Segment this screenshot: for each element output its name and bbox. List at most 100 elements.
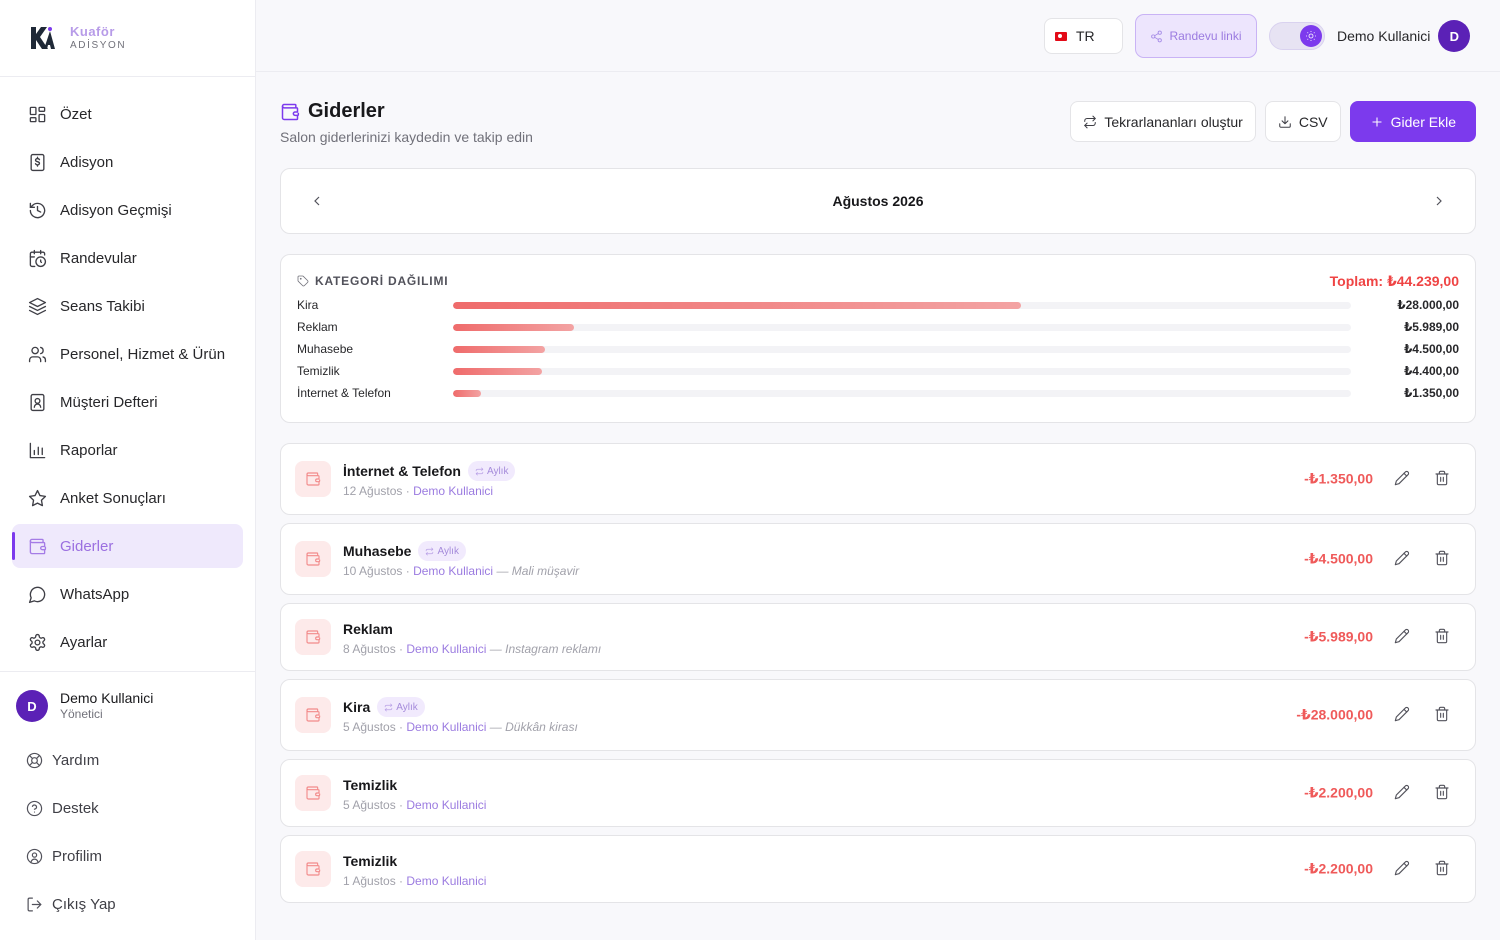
profile-label: Profilim bbox=[52, 847, 103, 865]
expense-category-icon bbox=[295, 461, 331, 497]
month-navigator: Ağustos 2026 bbox=[280, 168, 1476, 234]
sidebar-user[interactable]: D Demo Kullanici Yönetici bbox=[0, 672, 256, 722]
appointment-link-button[interactable]: Randevu linki bbox=[1135, 14, 1257, 58]
sidebar-item-label: Seans Takibi bbox=[60, 297, 145, 315]
grid-icon bbox=[29, 106, 46, 122]
pencil-icon bbox=[1394, 550, 1410, 566]
sidebar-item-randevular[interactable]: Randevular bbox=[12, 236, 243, 280]
category-amount: ₺4.400,00 bbox=[1403, 364, 1459, 378]
expense-category-icon bbox=[295, 619, 331, 655]
expense-item[interactable]: Kira Aylık 5 Ağustos · Demo Kullanici — Dü… bbox=[280, 679, 1476, 751]
recurring-badge-label: Aylık bbox=[486, 465, 509, 477]
sidebar: Kuaför ADİSYON Özet Adisyon Adisyon Geçm… bbox=[0, 0, 256, 940]
expense-note-prefix: — bbox=[489, 642, 506, 656]
sidebar-item-ayarlar[interactable]: Ayarlar bbox=[12, 620, 243, 664]
sidebar-item-musteri-defteri[interactable]: Müşteri Defteri bbox=[12, 380, 243, 424]
sidebar-item-label: Personel, Hizmet & Ürün bbox=[60, 345, 226, 363]
sidebar-item-whatsapp[interactable]: WhatsApp bbox=[12, 572, 243, 616]
add-expense-button[interactable]: Gider Ekle bbox=[1349, 101, 1476, 142]
expense-meta: 8 Ağustos · Demo Kullanici — Instagram r… bbox=[343, 642, 602, 656]
topbar-user-menu[interactable]: Demo Kullanici D bbox=[1337, 20, 1471, 52]
expense-item[interactable]: Muhasebe Aylık 10 Ağustos · Demo Kullanici… bbox=[280, 523, 1476, 595]
logo-subtitle: ADİSYON bbox=[70, 40, 127, 51]
edit-expense-button[interactable] bbox=[1394, 470, 1412, 488]
support-link[interactable]: Destek bbox=[0, 784, 256, 832]
repeat-icon bbox=[475, 467, 484, 475]
edit-expense-button[interactable] bbox=[1394, 784, 1412, 802]
expense-item[interactable]: Temizlik 1 Ağustos · Demo Kullanici -₺2.20… bbox=[280, 835, 1476, 903]
sidebar-item-seans-takibi[interactable]: Seans Takibi bbox=[12, 284, 243, 328]
expense-user: Demo Kullanici bbox=[406, 798, 487, 812]
share-icon bbox=[1151, 30, 1163, 42]
create-recurring-button[interactable]: Tekrarlananları oluştur bbox=[1070, 101, 1256, 142]
expense-date: 5 Ağustos bbox=[343, 798, 396, 812]
repeat-icon bbox=[384, 703, 393, 711]
expense-amount: -₺1.350,00 bbox=[1304, 470, 1373, 487]
delete-expense-button[interactable] bbox=[1434, 860, 1452, 878]
edit-expense-button[interactable] bbox=[1394, 706, 1412, 724]
recurring-badge: Aylık bbox=[418, 541, 466, 561]
theme-toggle[interactable] bbox=[1269, 22, 1325, 50]
sidebar-item-ozet[interactable]: Özet bbox=[12, 92, 243, 136]
expense-item[interactable]: Reklam 8 Ağustos · Demo Kullanici — Insta… bbox=[280, 603, 1476, 671]
sidebar-item-anket-sonuclari[interactable]: Anket Sonuçları bbox=[12, 476, 243, 520]
pencil-icon bbox=[1394, 860, 1410, 876]
sidebar-item-adisyon-gecmisi[interactable]: Adisyon Geçmişi bbox=[12, 188, 243, 232]
sidebar-item-label: Müşteri Defteri bbox=[60, 393, 158, 411]
expense-item[interactable]: İnternet & Telefon Aylık 12 Ağustos · Demo… bbox=[280, 443, 1476, 515]
category-name: İnternet & Telefon bbox=[297, 386, 391, 400]
sidebar-item-label: Ayarlar bbox=[60, 633, 108, 651]
expense-category-icon bbox=[295, 851, 331, 887]
sidebar-item-personel[interactable]: Personel, Hizmet & Ürün bbox=[12, 332, 243, 376]
delete-expense-button[interactable] bbox=[1434, 550, 1452, 568]
expense-category-icon bbox=[295, 697, 331, 733]
wallet-icon bbox=[306, 708, 321, 722]
history-icon bbox=[29, 202, 46, 218]
csv-export-button[interactable]: CSV bbox=[1264, 101, 1341, 142]
user-role: Yönetici bbox=[60, 707, 103, 721]
expense-date: 8 Ağustos bbox=[343, 642, 396, 656]
trash-icon bbox=[1435, 550, 1449, 566]
logout-link[interactable]: Çıkış Yap bbox=[0, 880, 256, 928]
sidebar-item-raporlar[interactable]: Raporlar bbox=[12, 428, 243, 472]
wallet-icon bbox=[306, 552, 321, 566]
category-amount: ₺5.989,00 bbox=[1403, 320, 1459, 334]
appointment-link-label: Randevu linki bbox=[1169, 29, 1242, 43]
delete-expense-button[interactable] bbox=[1434, 470, 1452, 488]
category-bar-fill bbox=[453, 323, 575, 331]
chevron-right-icon[interactable] bbox=[1431, 193, 1447, 209]
sidebar-item-giderler[interactable]: Giderler bbox=[12, 524, 243, 568]
category-name: Temizlik bbox=[297, 364, 340, 378]
expense-date: 1 Ağustos bbox=[343, 874, 396, 888]
delete-expense-button[interactable] bbox=[1434, 628, 1452, 646]
language-selector[interactable]: TR bbox=[1044, 18, 1123, 54]
logo[interactable]: Kuaför ADİSYON bbox=[0, 0, 255, 77]
topbar-user-name: Demo Kullanici bbox=[1337, 28, 1431, 44]
wallet-icon bbox=[281, 103, 300, 120]
delete-expense-button[interactable] bbox=[1434, 706, 1452, 724]
category-row: Reklam ₺5.989,00 bbox=[297, 316, 1459, 338]
sidebar-item-adisyon[interactable]: Adisyon bbox=[12, 140, 243, 184]
expense-date: 12 Ağustos bbox=[343, 484, 403, 498]
help-link[interactable]: Yardım bbox=[0, 736, 256, 784]
chevron-left-icon[interactable] bbox=[309, 193, 325, 209]
category-bar-fill bbox=[453, 367, 542, 375]
edit-expense-button[interactable] bbox=[1394, 860, 1412, 878]
category-bar-track bbox=[453, 389, 1351, 397]
edit-expense-button[interactable] bbox=[1394, 550, 1412, 568]
wallet-icon bbox=[306, 862, 321, 876]
expense-amount: -₺5.989,00 bbox=[1304, 628, 1373, 645]
expense-item[interactable]: Temizlik 5 Ağustos · Demo Kullanici -₺2.20… bbox=[280, 759, 1476, 827]
edit-expense-button[interactable] bbox=[1394, 628, 1412, 646]
expense-amount: -₺4.500,00 bbox=[1304, 550, 1373, 567]
expense-amount: -₺2.200,00 bbox=[1304, 784, 1373, 801]
delete-expense-button[interactable] bbox=[1434, 784, 1452, 802]
wallet-icon bbox=[306, 630, 321, 644]
expense-user: Demo Kullanici bbox=[406, 874, 487, 888]
lifebuoy-icon bbox=[26, 752, 43, 768]
logout-icon bbox=[27, 897, 42, 911]
profile-link[interactable]: Profilim bbox=[0, 832, 256, 880]
expense-meta: 5 Ağustos · Demo Kullanici — Dükkân kira… bbox=[343, 720, 578, 734]
gear-icon bbox=[29, 633, 46, 651]
sidebar-nav: Özet Adisyon Adisyon Geçmişi Randevular … bbox=[0, 77, 255, 664]
